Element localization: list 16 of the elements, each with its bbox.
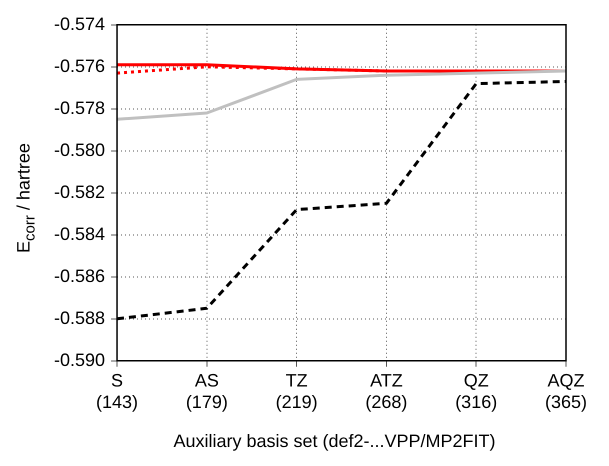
y-tick-label: -0.584 (54, 224, 106, 244)
y-tick-label: -0.590 (54, 350, 106, 370)
y-tick-label: -0.578 (54, 98, 106, 118)
y-tick-label: -0.576 (54, 56, 106, 76)
x-tick-label: TZ (219) (276, 370, 318, 412)
y-tick-label: -0.582 (54, 182, 106, 202)
y-tick-label: -0.588 (54, 308, 106, 328)
x-axis-title: Auxiliary basis set (def2-...VPP/MP2FIT) (172, 431, 497, 452)
y-tick-label: -0.580 (54, 140, 106, 160)
x-tick-label: ATZ (268) (365, 370, 408, 412)
x-tick-label: S (143) (96, 370, 138, 412)
x-tick-label: AS (179) (186, 370, 228, 412)
y-tick-label: -0.574 (54, 14, 106, 34)
x-tick-label: QZ (316) (455, 370, 498, 412)
x-tick-label: AQZ (365) (544, 370, 588, 412)
y-tick-label: -0.586 (54, 266, 106, 286)
